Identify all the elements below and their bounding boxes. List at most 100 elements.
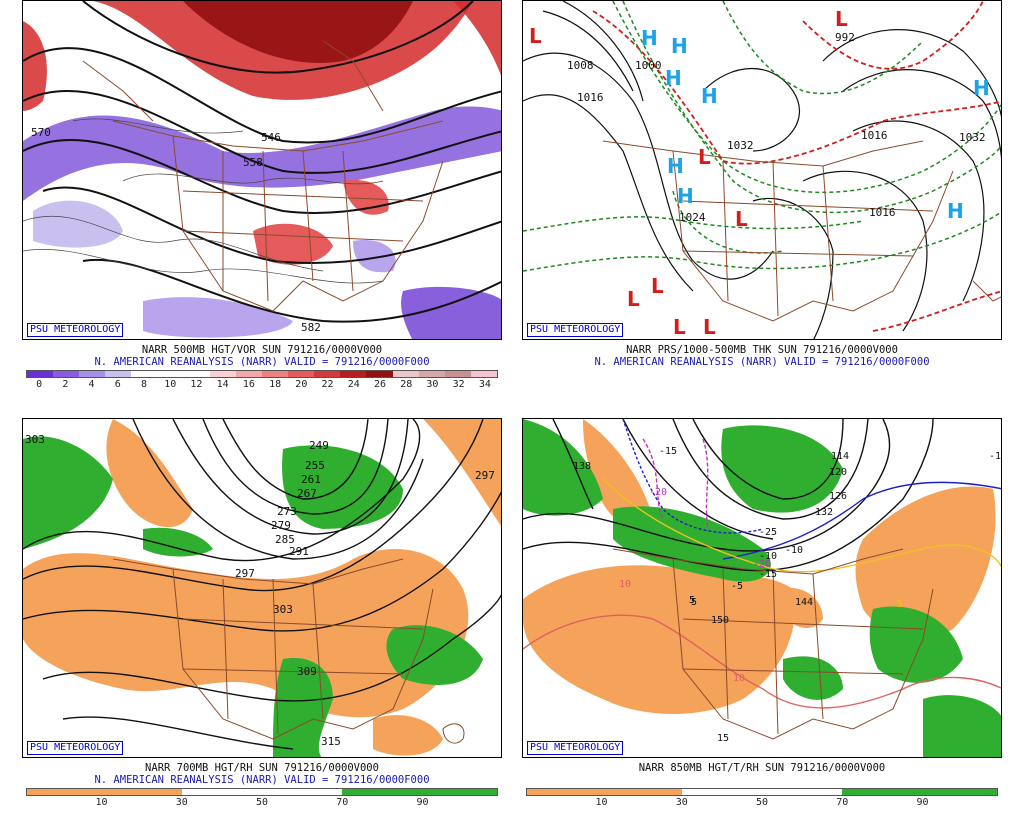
high-pressure-marker: H [677, 184, 694, 208]
temperature-label: 5 [691, 597, 697, 608]
colorbar-segment [105, 371, 132, 377]
isobar-label: 992 [835, 31, 855, 44]
temperature-label: -25 [759, 527, 777, 538]
height-label: 285 [275, 533, 295, 546]
height-label: 279 [271, 519, 291, 532]
caption-line-1: NARR 500MB HGT/VOR SUN 791216/0000V000 [141, 344, 383, 356]
height-label: 126 [829, 491, 847, 502]
psu-meteorology-badge: PSU METEOROLOGY [27, 741, 124, 755]
temperature-label: -20 [753, 559, 771, 570]
colorbar-segment [288, 371, 315, 377]
colorbar-segment [392, 371, 419, 377]
height-label: 297 [235, 567, 255, 580]
dry-area [523, 565, 795, 714]
low-pressure-marker: L [673, 315, 686, 339]
colorbar-tick-label: 2 [62, 379, 69, 390]
caption-line-1: NARR 700MB HGT/RH SUN 791216/0000V000 [145, 762, 379, 774]
isobar-label: 1032 [959, 131, 986, 144]
temperature-label: -15 [659, 446, 677, 457]
height-label: 558 [243, 156, 263, 169]
map-700mb: 249 255 261 267 273 279 285 291 297 303 … [22, 418, 502, 758]
panel-700mb-rh: 249 255 261 267 273 279 285 291 297 303 … [22, 418, 502, 816]
low-pressure-marker: L [835, 7, 848, 31]
height-label: 114 [831, 451, 849, 462]
colorbar-tick-label: 16 [242, 379, 255, 390]
height-label: 255 [305, 459, 325, 472]
height-label: 291 [289, 545, 309, 558]
colorbar-segment [131, 371, 158, 377]
high-pressure-marker: H [701, 84, 718, 108]
low-pressure-marker: L [735, 207, 748, 231]
colorbar-segment [183, 371, 210, 377]
height-label: 303 [25, 433, 45, 446]
height-label: 144 [795, 597, 813, 608]
temperature-label: 15 [717, 733, 729, 744]
isobar-label: 1032 [727, 139, 754, 152]
colorbar-segment [157, 371, 184, 377]
height-label: 297 [475, 469, 495, 482]
caption-line-1: NARR 850MB HGT/T/RH SUN 791216/0000V000 [638, 762, 886, 774]
colorbar-tick-label: 6 [114, 379, 121, 390]
temperature-label: -10 [759, 551, 777, 562]
colorbar-tick-label: 4 [88, 379, 95, 390]
moist-area [523, 419, 603, 516]
high-pressure-marker: H [671, 34, 688, 58]
colorbar-tick-label: 18 [269, 379, 282, 390]
rh-colorbar-ticks: 10 30 50 70 90 [595, 797, 929, 808]
colorbar-segment [340, 371, 367, 377]
high-pressure-marker: H [947, 199, 964, 223]
low-pressure-marker: L [627, 287, 640, 311]
high-pressure-marker: H [665, 66, 682, 90]
height-label: 309 [297, 665, 317, 678]
map-850mb: -15 -20 -25 -10 -5 -15 5 10 10 15 150 15… [522, 418, 1002, 758]
high-pressure-marker: H [667, 154, 684, 178]
vorticity-colorbar-ticks: 0 2 4 6 8 10 12 14 16 18 20 22 24 26 28 30 32 34 [26, 379, 498, 393]
temperature-label: -15 [759, 569, 777, 580]
colorbar-segment [53, 371, 80, 377]
colorbar-tick-label: 22 [321, 379, 334, 390]
colorbar-tick-label: 20 [295, 379, 308, 390]
colorbar-tick-label: 8 [140, 379, 148, 390]
height-label: 132 [815, 507, 833, 518]
height-label: 315 [321, 735, 341, 748]
thickness-570-line [592, 10, 1001, 165]
colorbar-segment [79, 371, 106, 377]
psu-meteorology-badge: PSU METEOROLOGY [527, 323, 624, 337]
caption-line-1: NARR PRS/1000-500MB THK SUN 791216/0000V… [626, 344, 898, 356]
caption-line-2: N. AMERICAN REANALYSIS (NARR) VALID = 79… [594, 356, 930, 368]
isobar-label: 1008 [567, 59, 594, 72]
vorticity-band-purple [23, 106, 501, 201]
colorbar-segment [261, 371, 289, 377]
height-label: 570 [31, 126, 51, 139]
height-label: 582 [301, 321, 321, 334]
high-pressure-marker: H [641, 26, 658, 50]
colorbar-segment [235, 371, 262, 377]
dry-area [23, 549, 469, 718]
rh-colorbar [526, 788, 998, 796]
caption-line-2: N. AMERICAN REANALYSIS (NARR) VALID = 79… [94, 774, 430, 786]
colorbar-tick-label: 10 [164, 379, 177, 390]
colorbar-tick-label: 24 [347, 379, 360, 390]
colorbar-tick-label: 26 [373, 379, 387, 390]
height-label: 120 [829, 467, 847, 478]
high-pressure-marker: H [973, 76, 990, 100]
colorbar-tick-label: 30 [426, 379, 439, 390]
colorbar-segment [366, 371, 393, 377]
height-label: 267 [297, 487, 317, 500]
colorbar-tick-label: 0 [36, 379, 43, 390]
map-pressure: L L L L L L L L H H H H H H H H 1016 102… [522, 0, 1002, 340]
isobar-label: 1016 [577, 91, 604, 104]
temperature-label: -5 [731, 581, 743, 592]
height-label: 303 [273, 603, 293, 616]
temperature-label: 5 [897, 599, 903, 610]
height-label: 273 [277, 505, 297, 518]
height-label: 138 [573, 461, 591, 472]
colorbar-segment [470, 371, 497, 377]
rh-colorbar-ticks: 10 30 50 70 90 [95, 797, 429, 808]
moist-area [23, 436, 113, 549]
temperature-label: -20 [649, 487, 667, 498]
caption-line-2: N. AMERICAN REANALYSIS (NARR) VALID = 79… [94, 356, 430, 368]
height-label: 546 [261, 131, 281, 144]
colorbar-segment [444, 371, 471, 377]
colorbar-tick-label: 32 [452, 379, 465, 390]
